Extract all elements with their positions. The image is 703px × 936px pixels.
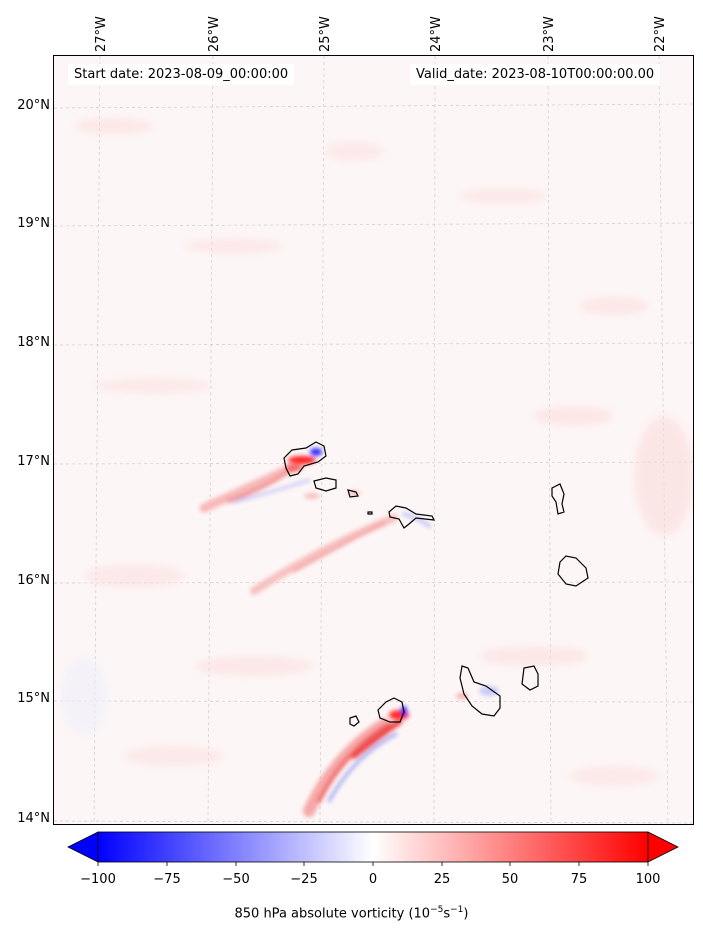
colorbar-gradient xyxy=(97,831,649,863)
lon-label-26w: 26°W xyxy=(207,16,222,52)
island-sao-vicente xyxy=(313,477,337,492)
island-coastlines xyxy=(283,441,589,727)
lon-label-24w: 24°W xyxy=(429,16,444,52)
colorbar-tick: −50 xyxy=(222,872,250,887)
vorticity-map xyxy=(54,56,693,824)
start-date-label: Start date: 2023-08-09_00:00:00 xyxy=(68,64,295,85)
lat-label-17n: 17°N xyxy=(17,454,50,469)
wake-streak-central xyxy=(250,512,431,595)
background-vorticity-field xyxy=(59,118,693,786)
island-maio xyxy=(521,665,539,691)
colorbar-tick: 100 xyxy=(635,872,661,887)
island-fogo xyxy=(377,697,405,723)
island-santa-luzia xyxy=(347,489,359,498)
lat-label-14n: 14°N xyxy=(17,811,50,826)
colorbar-label: 850 hPa absolute vorticity (10−5s−1) xyxy=(234,905,469,922)
lat-label-18n: 18°N xyxy=(17,335,50,350)
wake-streak-south xyxy=(303,718,402,817)
lon-label-25w: 25°W xyxy=(318,16,333,52)
lon-label-27w: 27°W xyxy=(94,16,109,52)
valid-date-label: Valid_date: 2023-08-10T00:00:00.00 xyxy=(410,64,661,85)
colorbar-tick: 50 xyxy=(501,872,519,887)
island-branco xyxy=(367,511,373,515)
lat-label-16n: 16°N xyxy=(17,573,50,588)
lat-label-19n: 19°N xyxy=(17,216,50,231)
island-sal xyxy=(551,483,565,515)
lat-label-20n: 20°N xyxy=(17,98,50,113)
colorbar-max-extend xyxy=(647,831,679,863)
lon-label-22w: 22°W xyxy=(653,16,668,52)
island-santo-antao xyxy=(283,441,327,477)
colorbar-min-extend xyxy=(67,831,99,863)
island-boa-vista xyxy=(557,555,589,587)
island-brava xyxy=(349,715,360,727)
colorbar xyxy=(67,831,679,866)
lon-label-23w: 23°W xyxy=(542,16,557,52)
map-panel xyxy=(53,55,694,825)
gridlines xyxy=(54,56,693,824)
colorbar-tick: −25 xyxy=(290,872,318,887)
colorbar-tick: 25 xyxy=(433,872,451,887)
colorbar-tick: 0 xyxy=(368,872,378,887)
colorbar-tick: −75 xyxy=(153,872,181,887)
island-santiago xyxy=(459,665,501,717)
colorbar-tick: −100 xyxy=(80,872,116,887)
island-sao-nicolau xyxy=(388,505,436,529)
vorticity-cores xyxy=(286,448,499,720)
colorbar-tick: 75 xyxy=(570,872,588,887)
lat-label-15n: 15°N xyxy=(17,691,50,706)
